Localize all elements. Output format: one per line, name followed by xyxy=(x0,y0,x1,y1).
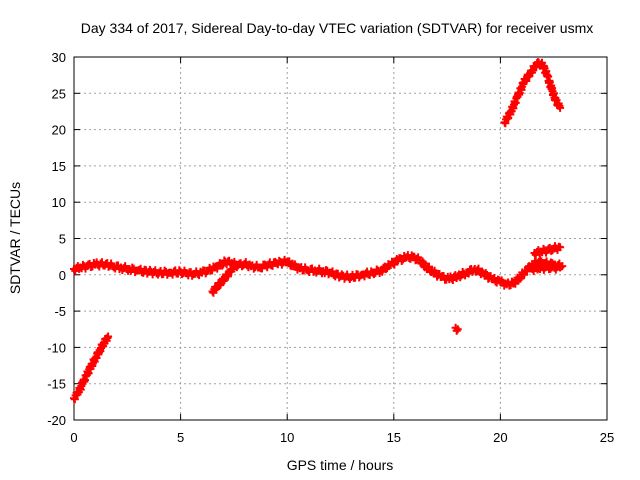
y-tick-label: 5 xyxy=(59,232,66,247)
series-dip_branch_hour7 xyxy=(208,261,238,297)
y-tick-label: 15 xyxy=(52,159,66,174)
y-tick-label: 20 xyxy=(52,123,66,138)
y-tick-label: 25 xyxy=(52,86,66,101)
tick-labels: 0 5 10 15 20 25 -20 -15 -10 -5 0 5 10 15 20 25 30 xyxy=(47,50,614,445)
data-point xyxy=(104,332,113,341)
series-main_track xyxy=(70,251,567,290)
y-tick-label: 30 xyxy=(52,50,66,65)
series-lower_branch_hour21 xyxy=(528,261,565,276)
y-tick-label: 10 xyxy=(52,195,66,210)
x-axis-label: GPS time / hours xyxy=(287,457,394,473)
x-tick-label: 0 xyxy=(70,430,77,445)
data-point xyxy=(556,103,565,112)
y-tick-label: -15 xyxy=(47,377,66,392)
data-point xyxy=(229,262,238,271)
grid xyxy=(74,57,607,420)
x-tick-label: 5 xyxy=(177,430,184,445)
series-upper_branch_hour21 xyxy=(530,242,565,259)
y-tick-label: -20 xyxy=(47,413,66,428)
data-points xyxy=(70,58,567,404)
series-isolated_point xyxy=(451,323,462,335)
y-tick-label: 0 xyxy=(59,268,66,283)
y-tick-label: -10 xyxy=(47,340,66,355)
axis-ticks xyxy=(73,56,608,421)
x-tick-label: 15 xyxy=(387,430,401,445)
data-point xyxy=(556,263,565,272)
series-early_ramp xyxy=(70,332,113,404)
chart-title: Day 334 of 2017, Sidereal Day-to-day VTE… xyxy=(81,20,594,36)
data-point xyxy=(556,243,565,252)
y-axis-label: SDTVAR / TECUs xyxy=(7,182,23,294)
series-late_arc xyxy=(500,58,565,128)
y-tick-label: -5 xyxy=(54,304,66,319)
x-tick-label: 10 xyxy=(280,430,294,445)
x-tick-label: 20 xyxy=(493,430,507,445)
data-point xyxy=(453,325,462,334)
x-tick-label: 25 xyxy=(600,430,614,445)
